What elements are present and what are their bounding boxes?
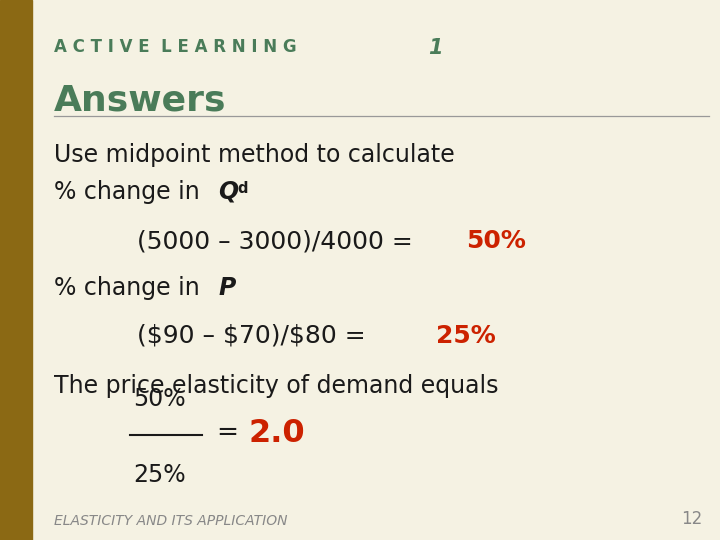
Text: 12: 12	[680, 510, 702, 528]
Text: 50%: 50%	[133, 388, 186, 411]
Text: Q: Q	[218, 180, 238, 204]
Text: 25%: 25%	[133, 463, 186, 487]
Text: d: d	[237, 181, 248, 197]
Text: Answers: Answers	[54, 84, 227, 118]
Text: 50%: 50%	[467, 230, 526, 253]
Text: ($90 – $70)/$80 =: ($90 – $70)/$80 =	[137, 324, 374, 348]
Text: % change in: % change in	[54, 276, 207, 300]
Text: 1: 1	[428, 38, 443, 58]
Text: P: P	[218, 276, 235, 300]
Text: A C T I V E  L E A R N I N G: A C T I V E L E A R N I N G	[54, 38, 297, 56]
Text: 2.0: 2.0	[248, 417, 305, 449]
Text: 25%: 25%	[436, 324, 495, 348]
Text: The price elasticity of demand equals: The price elasticity of demand equals	[54, 374, 498, 397]
Bar	[0, 0, 32, 540]
Text: Use midpoint method to calculate: Use midpoint method to calculate	[54, 143, 455, 167]
Text: ELASTICITY AND ITS APPLICATION: ELASTICITY AND ITS APPLICATION	[54, 514, 287, 528]
Text: =: =	[216, 420, 238, 446]
Text: % change in: % change in	[54, 180, 207, 204]
Text: (5000 – 3000)/4000 =: (5000 – 3000)/4000 =	[137, 230, 420, 253]
